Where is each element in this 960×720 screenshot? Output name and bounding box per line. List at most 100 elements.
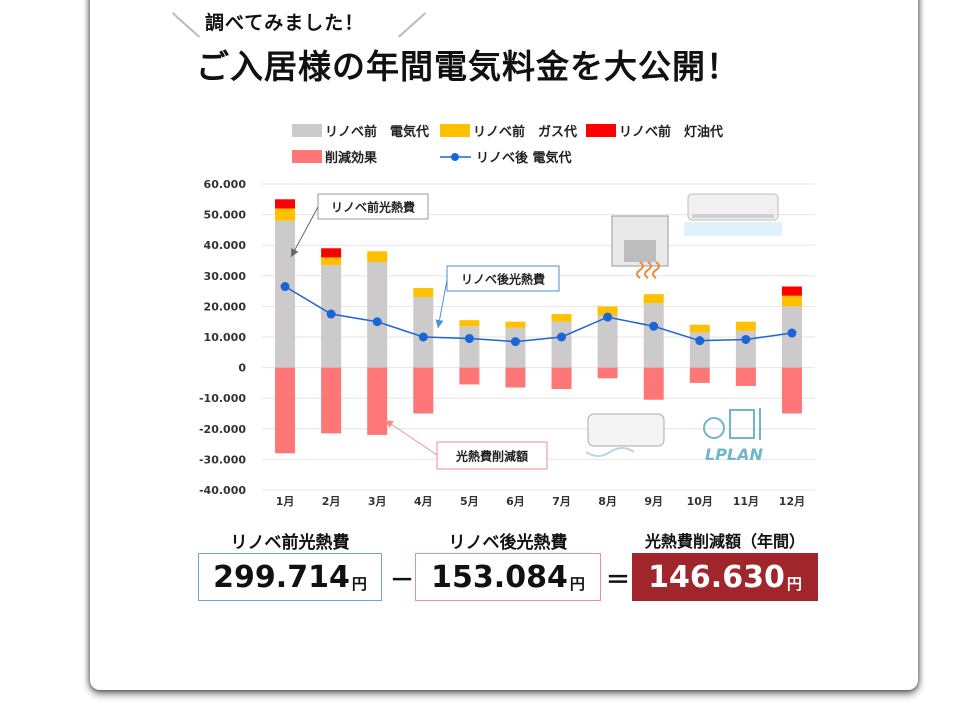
annotation-saving-arrow-head bbox=[385, 420, 394, 428]
line-point bbox=[603, 312, 613, 322]
line-point bbox=[280, 282, 290, 292]
heat-wave bbox=[652, 261, 660, 279]
air-conditioner-icon bbox=[684, 193, 782, 236]
x-tick-label: 4月 bbox=[414, 495, 433, 508]
annotation-saving-box bbox=[436, 441, 548, 470]
line-point bbox=[741, 334, 751, 344]
line-point bbox=[510, 337, 520, 347]
legend-label: リノベ前 電気代 bbox=[325, 124, 429, 140]
line-point bbox=[326, 309, 336, 319]
y-tick-label: 20.000 bbox=[204, 300, 247, 313]
line-point bbox=[557, 332, 567, 342]
y-tick-label: -40.000 bbox=[199, 484, 246, 497]
after-cost-label: リノベ後光熱費 bbox=[448, 533, 568, 553]
saving-bar bbox=[735, 367, 756, 386]
saving-bar bbox=[505, 367, 526, 388]
annotation-saving-arrow-line bbox=[384, 419, 438, 456]
x-tick-label: 10月 bbox=[687, 495, 713, 508]
page-title: ご入居様の年間電気料金を大公開！ bbox=[196, 47, 740, 86]
bar-segment bbox=[689, 324, 710, 333]
bar-segment bbox=[413, 288, 434, 298]
ac-airflow bbox=[684, 222, 782, 236]
wall-ac-body bbox=[587, 413, 665, 447]
y-tick-label: -30.000 bbox=[199, 453, 246, 466]
x-tick-label: 9月 bbox=[644, 495, 663, 508]
annotation-before-text: リノベ前光熱費 bbox=[331, 200, 415, 215]
y-tick-label: 0 bbox=[238, 362, 246, 375]
bar-segment bbox=[459, 320, 480, 327]
y-tick-label: 10.000 bbox=[204, 331, 247, 344]
lplan-logo-text: LPLAN bbox=[705, 445, 764, 464]
y-tick-label: -20.000 bbox=[199, 423, 246, 436]
saving-bar bbox=[367, 367, 388, 435]
x-tick-label: 2月 bbox=[322, 495, 341, 508]
legend-label: リノベ後 電気代 bbox=[476, 150, 572, 166]
x-tick-label: 8月 bbox=[598, 495, 617, 508]
ac-vent bbox=[692, 214, 774, 218]
before-cost-box: 299.714 円 bbox=[198, 553, 382, 601]
bar-segment bbox=[643, 303, 664, 368]
equals-sign: ＝ bbox=[606, 566, 630, 594]
before-cost-label: リノベ前光熱費 bbox=[230, 533, 350, 553]
legend-label: リノベ前 ガス代 bbox=[473, 124, 577, 140]
saving-bar bbox=[781, 367, 802, 414]
before-cost-value: 299.714 bbox=[213, 559, 350, 595]
x-tick-label: 5月 bbox=[460, 495, 479, 508]
legend-label: リノベ前 灯油代 bbox=[619, 124, 723, 140]
minus-sign: － bbox=[390, 566, 414, 594]
x-tick-label: 12月 bbox=[779, 495, 805, 508]
bar-segment bbox=[367, 251, 388, 263]
saving-unit: 円 bbox=[786, 574, 802, 593]
y-tick-label: 60.000 bbox=[204, 178, 247, 191]
wall-air-conditioner-icon bbox=[585, 413, 665, 457]
wall-ac-air bbox=[585, 447, 635, 457]
annotation-before-arrow-line bbox=[290, 206, 319, 258]
bar-segment bbox=[597, 315, 618, 368]
x-tick-label: 6月 bbox=[506, 495, 525, 508]
saving-bar bbox=[597, 367, 618, 379]
bar-segment bbox=[321, 257, 342, 266]
annotation-after-text: リノベ後光熱費 bbox=[461, 272, 545, 287]
annotation-after-arrow-line bbox=[437, 279, 448, 329]
bar-segment bbox=[551, 321, 572, 368]
legend-swatch bbox=[586, 124, 616, 137]
bar-segment bbox=[597, 306, 618, 316]
after-cost-box: 153.084 円 bbox=[415, 553, 601, 601]
saving-bar bbox=[689, 367, 710, 383]
before-cost-unit: 円 bbox=[351, 574, 367, 593]
lightbulb-icon bbox=[703, 417, 725, 439]
y-tick-label: 40.000 bbox=[204, 239, 247, 252]
saving-label: 光熱費削減額（年間） bbox=[644, 532, 805, 551]
line-point bbox=[464, 334, 474, 344]
bar-segment bbox=[413, 297, 434, 368]
heater-grill bbox=[624, 240, 656, 262]
line-series bbox=[284, 285, 793, 343]
heat-wave bbox=[636, 261, 644, 279]
after-cost-value: 153.084 bbox=[431, 559, 568, 595]
x-tick-label: 11月 bbox=[733, 495, 759, 508]
line-point bbox=[787, 328, 797, 338]
legend-swatch bbox=[440, 124, 470, 137]
bar-segment bbox=[781, 286, 802, 296]
annotation-before-arrow-head bbox=[291, 248, 299, 257]
y-tick-label: 30.000 bbox=[204, 270, 247, 283]
x-tick-label: 7月 bbox=[552, 495, 571, 508]
saving-box: 146.630 円 bbox=[632, 553, 818, 601]
ac-body bbox=[687, 193, 779, 221]
x-tick-label: 1月 bbox=[276, 495, 295, 508]
saving-bar bbox=[459, 367, 480, 385]
x-tick-label: 3月 bbox=[368, 495, 387, 508]
bar-segment bbox=[275, 208, 296, 221]
saving-bar bbox=[643, 367, 664, 400]
bar-segment bbox=[275, 199, 296, 209]
annotation-after-box bbox=[446, 265, 560, 292]
bar-segment bbox=[367, 262, 388, 368]
bar-segment bbox=[643, 294, 664, 304]
annotation-after-arrow-head bbox=[435, 319, 444, 328]
legend-line-marker bbox=[451, 153, 459, 161]
bar-segment bbox=[321, 248, 342, 258]
bar-segment bbox=[735, 321, 756, 331]
legend-swatch bbox=[292, 124, 322, 137]
bar-segment bbox=[505, 327, 526, 368]
